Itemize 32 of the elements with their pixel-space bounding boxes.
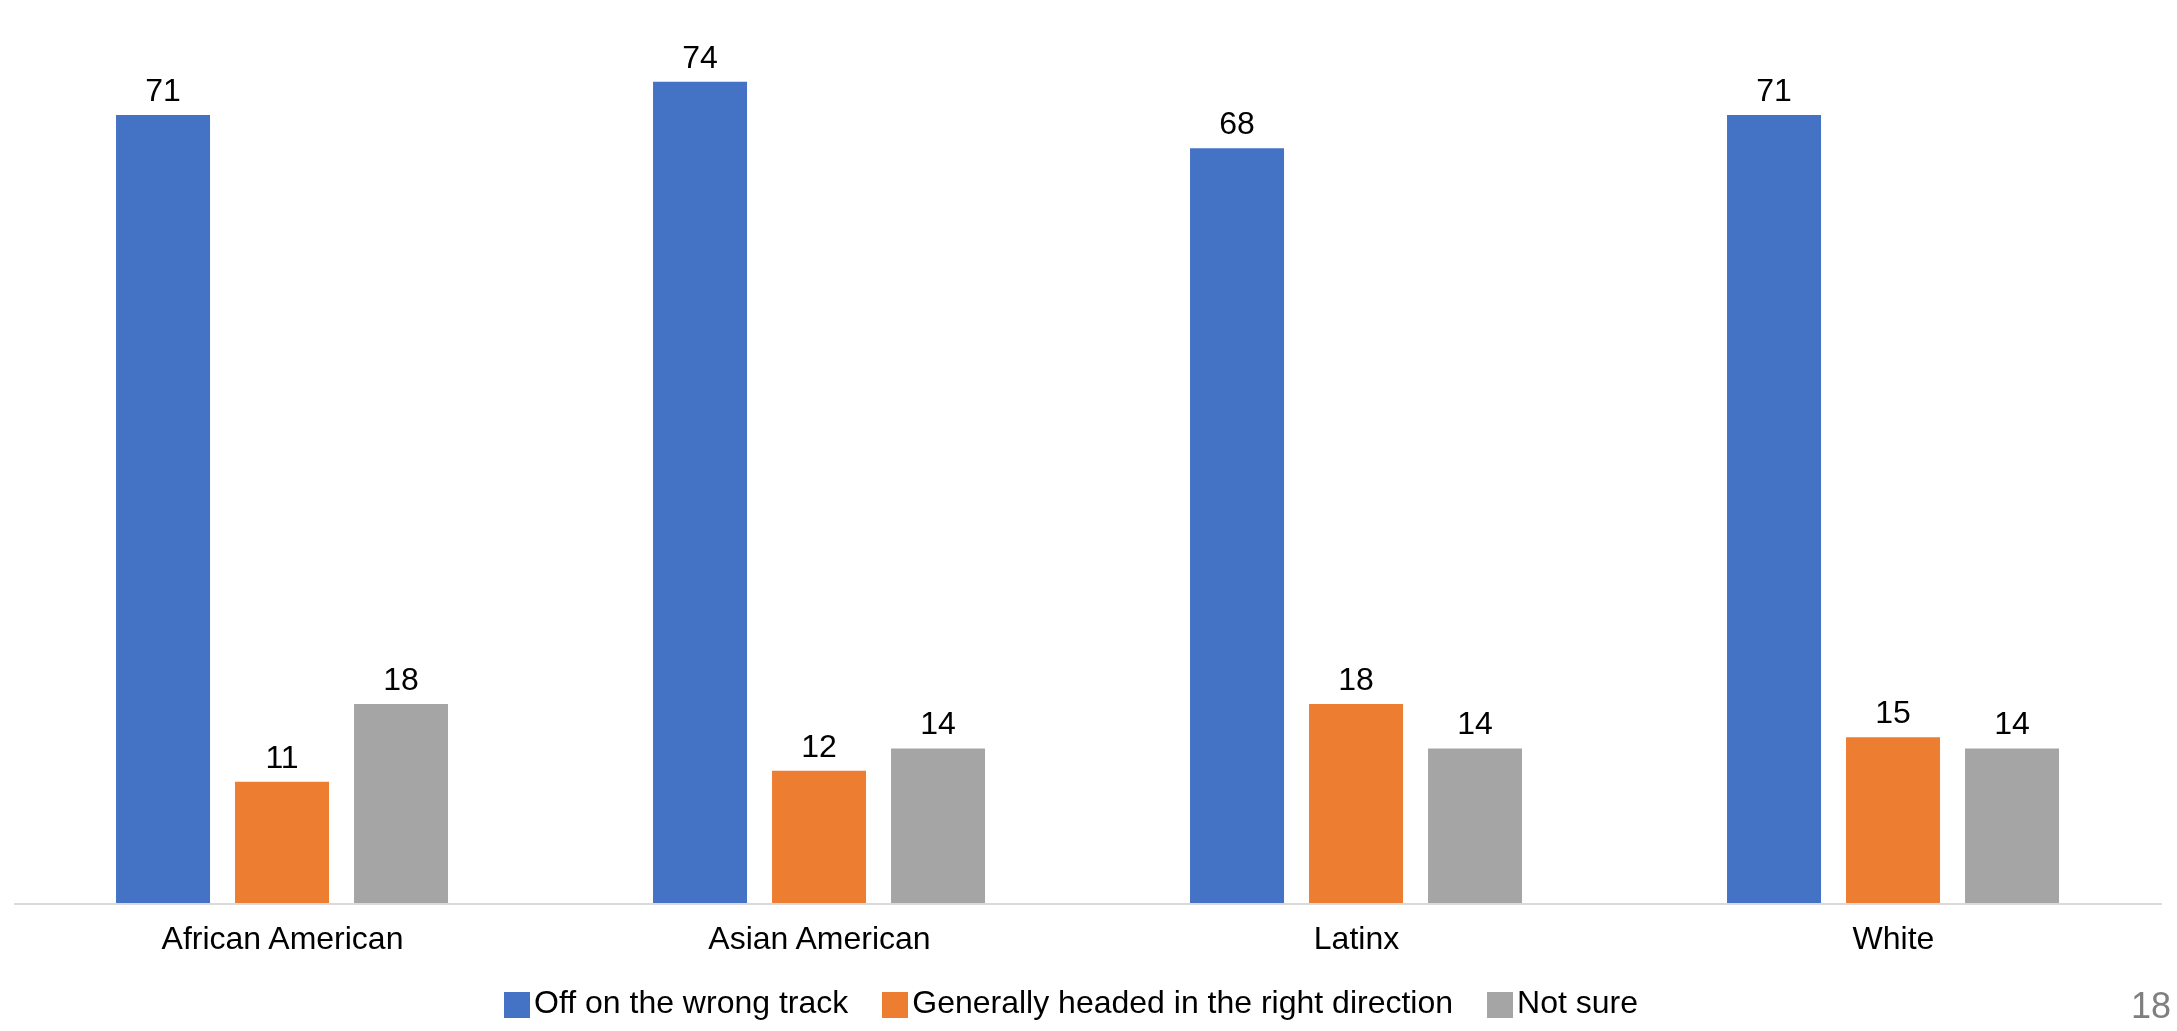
data-label: 14 (1994, 705, 2030, 742)
bar (891, 748, 986, 904)
legend-label: Not sure (1517, 984, 1638, 1020)
bar (116, 115, 211, 904)
data-label: 68 (1219, 105, 1255, 142)
legend-label: Off on the wrong track (534, 984, 849, 1020)
bar (354, 703, 449, 904)
x-tick-label: Asian American (708, 919, 931, 956)
bar (1190, 148, 1285, 904)
data-label: 74 (682, 38, 718, 75)
data-label: 15 (1875, 694, 1911, 731)
legend-label: Generally headed in the right direction (912, 984, 1454, 1020)
bar (653, 81, 748, 904)
text: 18 (2130, 985, 2171, 1027)
data-label: 71 (145, 72, 181, 109)
bar (1727, 115, 1822, 904)
data-label: 18 (1338, 660, 1374, 697)
x-tick-label: African American (161, 919, 404, 956)
data-label: 18 (383, 660, 419, 697)
bar (1846, 737, 1941, 904)
data-label: 71 (1756, 72, 1792, 109)
bar (235, 781, 330, 904)
bar (1965, 748, 2060, 904)
data-label: 11 (265, 738, 299, 775)
x-tick-label: White (1852, 919, 1935, 956)
bar (772, 770, 867, 904)
data-label: 14 (920, 705, 956, 742)
bar (1428, 748, 1523, 904)
x-tick-label: Latinx (1313, 919, 1400, 956)
data-label: 12 (801, 727, 837, 764)
bar (1309, 703, 1404, 904)
data-label: 14 (1457, 705, 1493, 742)
